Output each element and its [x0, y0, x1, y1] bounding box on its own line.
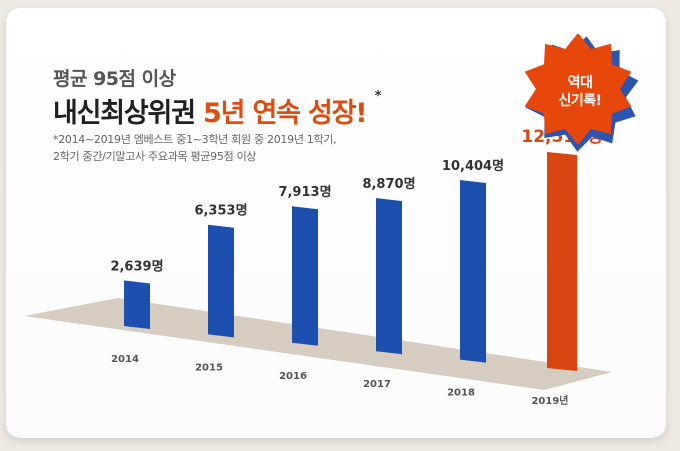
data-label-2015: 6,353명: [194, 203, 247, 219]
bar-2017: [376, 198, 402, 355]
badge-line-1: 역대: [567, 75, 593, 91]
headline-highlight: 5년 연속 성장!: [203, 98, 368, 129]
data-label-2014: 2,639명: [110, 258, 163, 274]
x-tick-2015: 2015: [195, 362, 223, 373]
bar-2015: [208, 224, 234, 338]
bar-2016: [292, 206, 318, 346]
bar-2019년: [547, 152, 577, 371]
x-tick-2014: 2014: [111, 354, 139, 365]
footnote-line-2: 2학기 중간/기말고사 주요과목 평균95점 이상: [53, 150, 257, 163]
badge-star: [524, 33, 632, 145]
starburst-icon: [524, 33, 639, 152]
footnote-line-1: *2014~2019년 엠베스트 중1~3학년 회원 중 2019년 1학기,: [53, 133, 337, 146]
badge-text: 역대 신기록!: [520, 74, 640, 110]
data-label-2016: 7,913명: [278, 184, 331, 200]
record-badge: 역대 신기록!: [520, 33, 640, 152]
headline: 내신최상위권 5년 연속 성장! *: [53, 89, 382, 130]
x-tick-2016: 2016: [279, 371, 307, 382]
bar-2018: [460, 179, 486, 363]
x-tick-2019년: 2019년: [531, 394, 568, 407]
x-tick-2018: 2018: [447, 388, 475, 399]
headline-footnote-mark: *: [374, 89, 382, 104]
data-label-2017: 8,870명: [362, 176, 415, 192]
badge-line-2: 신기록!: [558, 93, 602, 109]
data-label-2018: 10,404명: [442, 158, 504, 174]
x-tick-2017: 2017: [363, 379, 391, 390]
subtitle: 평균 95점 이상: [53, 68, 176, 90]
bar-2014: [124, 280, 150, 329]
footnote: *2014~2019년 엠베스트 중1~3학년 회원 중 2019년 1학기, 2…: [53, 131, 413, 165]
headline-main: 내신최상위권: [53, 98, 204, 129]
